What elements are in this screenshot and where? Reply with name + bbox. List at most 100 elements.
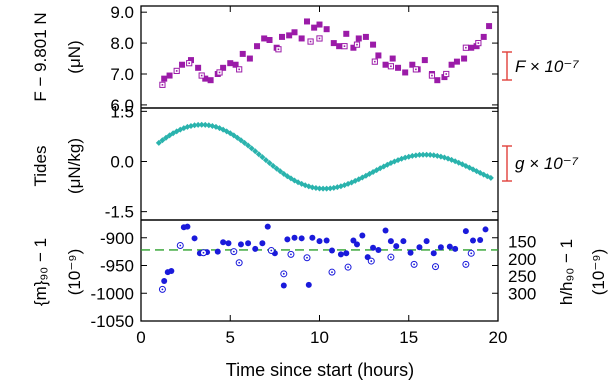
data-point-center — [374, 60, 376, 63]
data-point — [291, 234, 298, 241]
data-point — [430, 250, 437, 257]
x-tick-label: 20 — [489, 328, 508, 347]
data-point — [407, 249, 414, 256]
data-point — [437, 244, 444, 251]
data-point-center — [232, 250, 235, 253]
data-point-center — [434, 265, 437, 268]
data-point — [286, 32, 293, 39]
data-point — [207, 77, 214, 84]
plot-frame — [140, 5, 499, 322]
data-point — [239, 50, 246, 57]
data-point — [245, 142, 252, 149]
data-point — [298, 235, 305, 242]
data-point — [279, 33, 286, 40]
data-point-center — [356, 43, 358, 46]
data-point — [477, 236, 484, 243]
data-point — [266, 160, 273, 167]
data-point — [273, 165, 280, 172]
data-point — [316, 21, 323, 28]
data-point — [166, 72, 173, 79]
bottom-ylabel-line2: (10⁻⁹) — [65, 249, 84, 295]
data-point-center — [202, 251, 205, 254]
data-point — [395, 64, 402, 71]
data-point — [284, 236, 291, 243]
data-point — [416, 151, 423, 158]
data-point — [262, 157, 269, 164]
data-point — [168, 268, 175, 275]
x-axis-label: Time since start (hours) — [226, 360, 414, 380]
data-point — [202, 75, 209, 82]
data-point-center — [175, 70, 178, 72]
data-point-center — [277, 48, 280, 51]
y-tick-label: 9.0 — [110, 3, 134, 22]
data-point — [323, 185, 330, 192]
data-point-center — [445, 73, 448, 75]
data-point — [270, 162, 277, 169]
data-point-center — [390, 65, 392, 68]
data-point — [328, 247, 335, 254]
x-tick-label: 15 — [399, 328, 418, 347]
data-point — [336, 43, 343, 50]
bottom-right-ylabel-line1: h/h₉₀ − 1 — [557, 239, 576, 305]
data-point — [214, 248, 221, 255]
right-tick-label: 150 — [508, 233, 536, 252]
data-point — [195, 64, 202, 71]
data-point — [323, 237, 330, 244]
data-point — [343, 30, 350, 37]
y-tick-label: -950 — [100, 257, 134, 276]
data-point — [327, 185, 334, 192]
data-point — [423, 151, 430, 158]
data-point — [161, 75, 168, 82]
bottom-ylabel-line1: {m}₉₀ − 1 — [31, 238, 50, 306]
data-point — [482, 226, 489, 233]
data-point — [261, 35, 268, 42]
data-point — [446, 243, 453, 250]
data-point — [155, 139, 162, 146]
data-point — [409, 61, 416, 68]
y-tick-label: -900 — [100, 229, 134, 248]
data-point-center — [477, 42, 480, 44]
data-point — [316, 238, 323, 245]
data-point — [220, 64, 227, 71]
data-point — [304, 18, 311, 25]
data-point — [241, 139, 248, 146]
data-point-center — [413, 263, 416, 266]
data-point — [355, 35, 362, 42]
data-point — [421, 57, 428, 64]
y-tick-label: 8.0 — [110, 34, 134, 53]
data-point — [448, 61, 455, 68]
data-point — [462, 228, 469, 235]
data-point — [400, 238, 407, 245]
data-point-center — [238, 261, 241, 264]
data-point — [453, 58, 460, 65]
data-point — [191, 122, 198, 129]
data-point — [423, 238, 430, 245]
data-point-center — [343, 45, 346, 47]
data-point — [350, 237, 357, 244]
data-point — [266, 37, 273, 43]
data-point — [237, 241, 244, 248]
data-point — [280, 282, 287, 289]
data-point — [470, 237, 477, 244]
data-point-center — [318, 37, 321, 40]
data-point — [179, 61, 186, 68]
y-tick-label: 0.0 — [110, 152, 134, 171]
data-point — [248, 145, 255, 152]
data-point — [359, 232, 366, 239]
data-point-center — [188, 62, 190, 64]
data-point — [323, 26, 330, 33]
data-point — [225, 240, 232, 247]
scale-bar-gravity — [502, 145, 512, 182]
data-point-center — [290, 253, 292, 256]
right-tick-label: 250 — [508, 267, 536, 286]
data-point-center — [331, 271, 333, 274]
middle-ylabel-line2: (μN/kg) — [65, 138, 84, 194]
data-point — [370, 41, 377, 48]
data-point-center — [347, 266, 349, 269]
data-point — [362, 33, 369, 40]
data-point-center — [161, 84, 164, 86]
data-point — [452, 245, 459, 252]
right-tick-label: 200 — [508, 250, 536, 269]
data-point-center — [179, 244, 182, 247]
